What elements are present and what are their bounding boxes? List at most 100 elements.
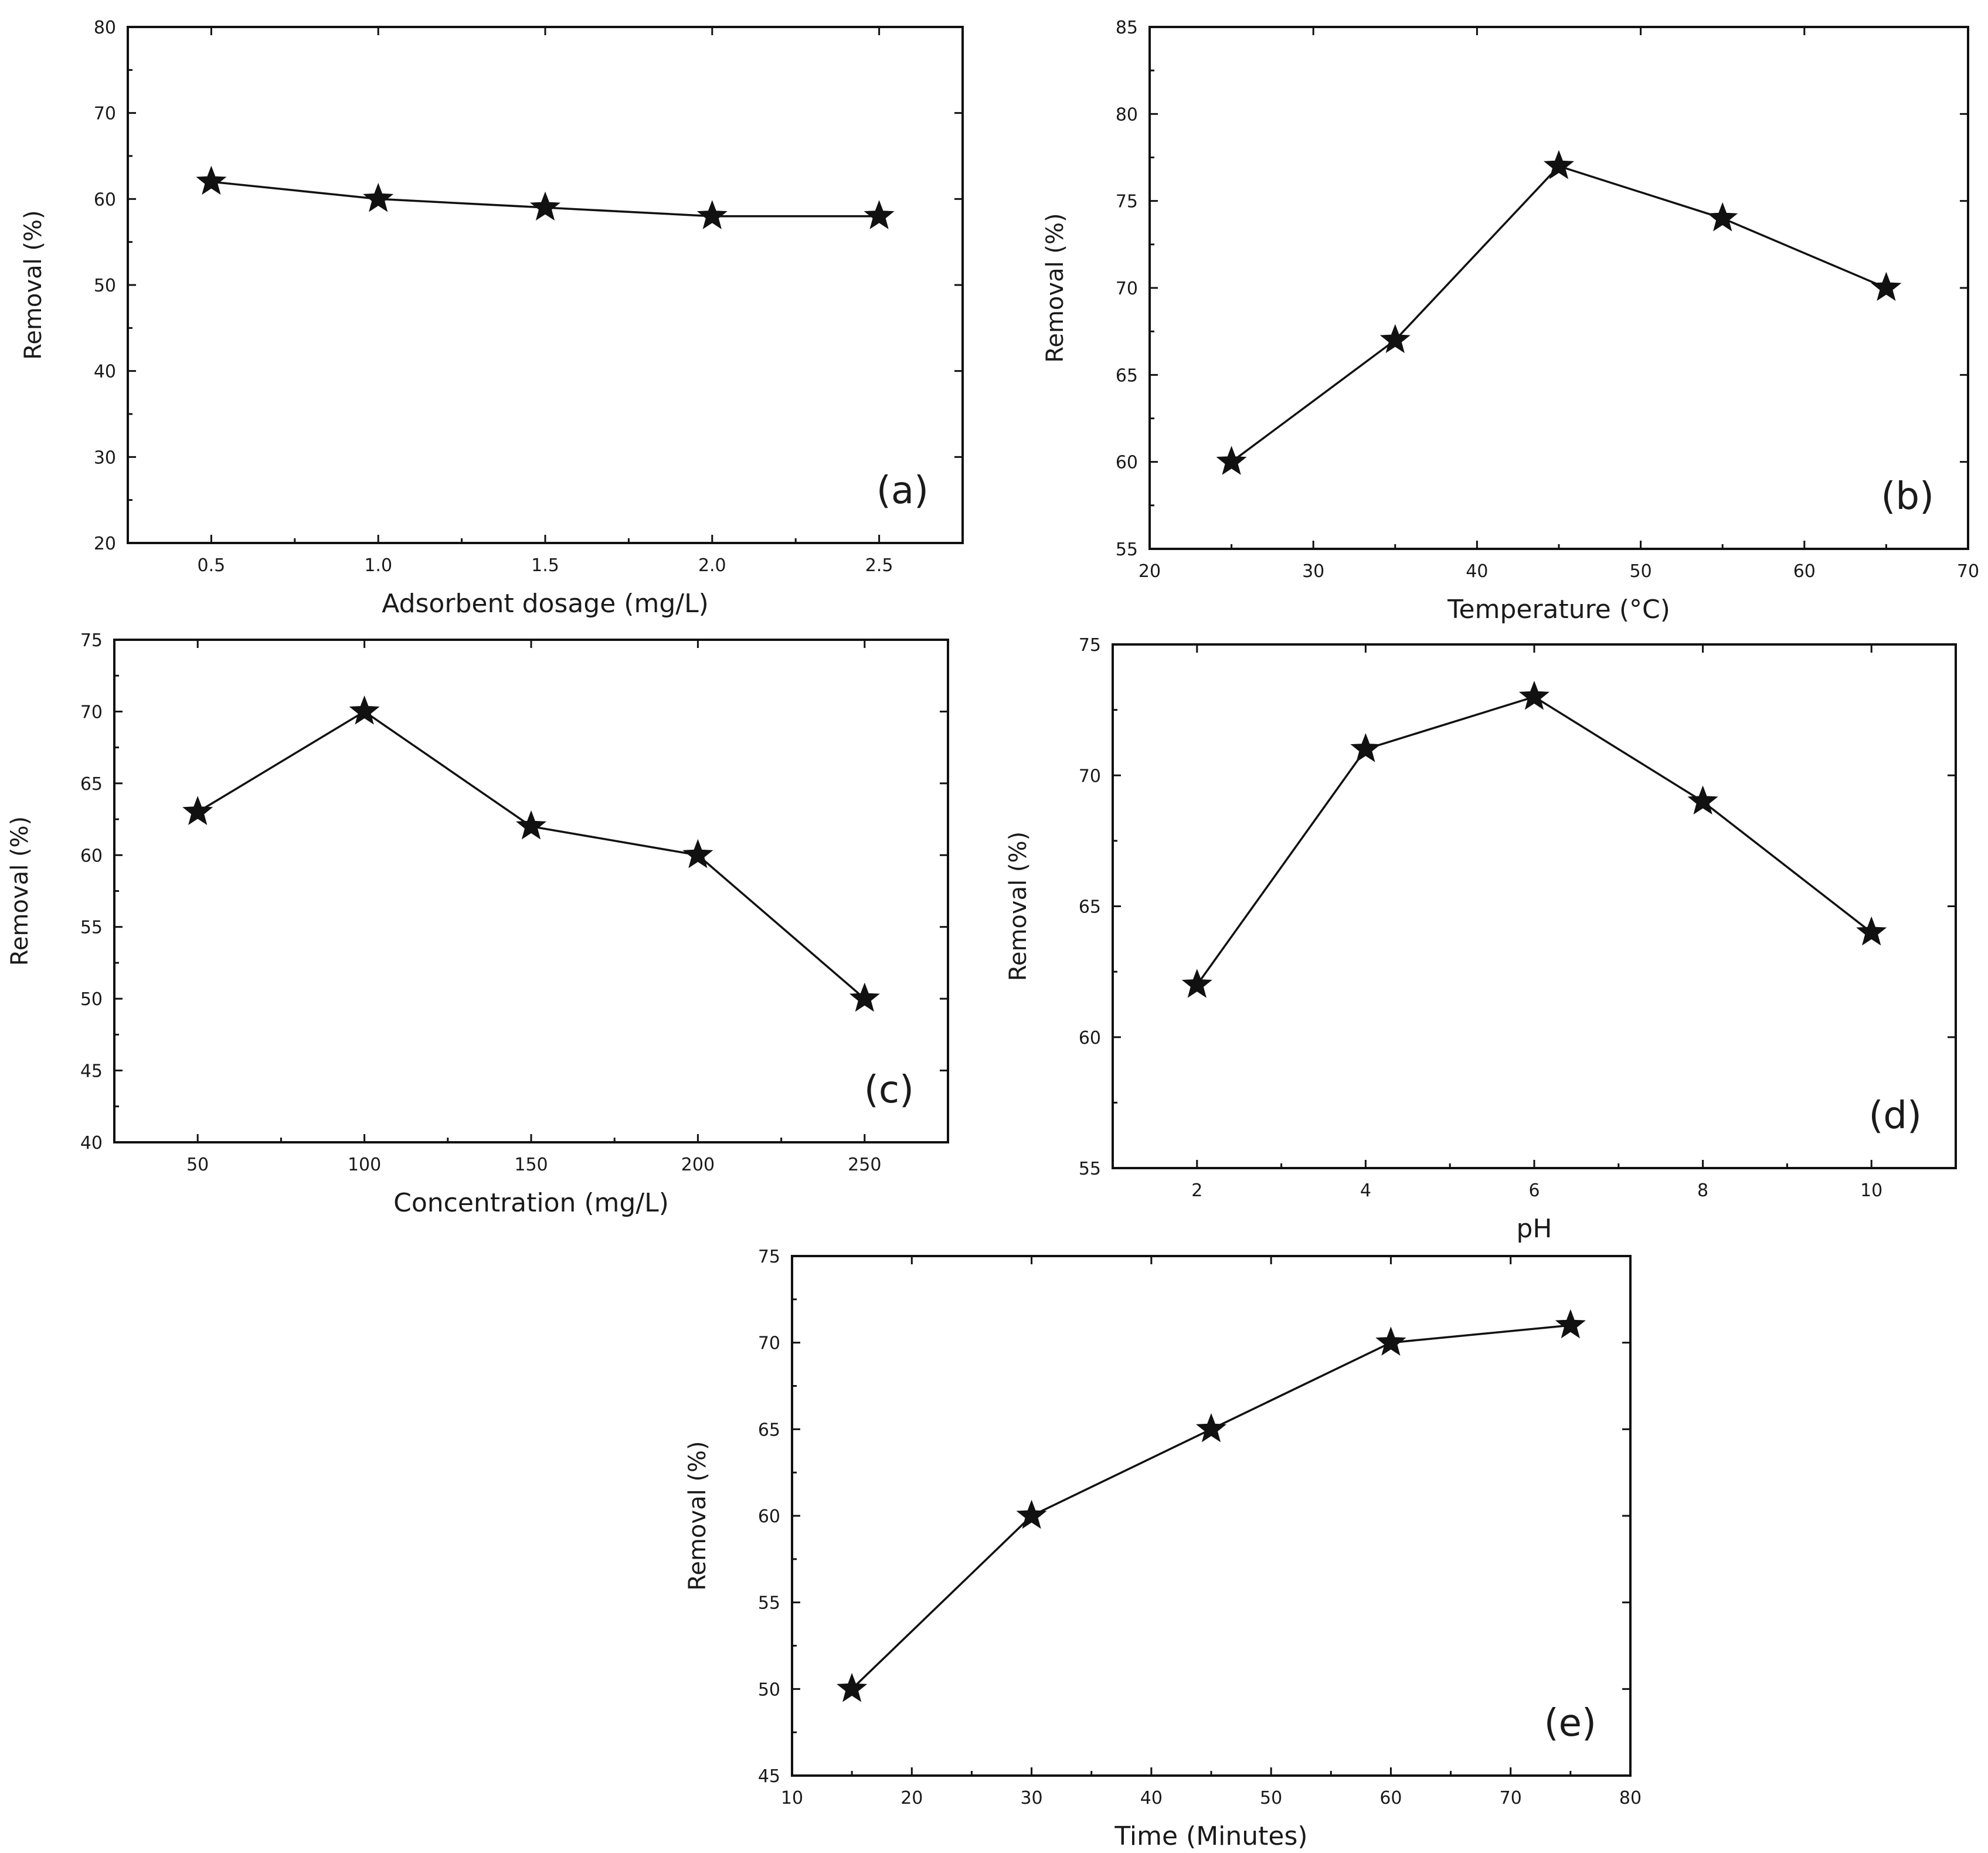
data-point-star [1543, 150, 1575, 179]
x-tick-label: 100 [348, 1155, 381, 1175]
y-tick-label: 60 [1079, 1028, 1101, 1048]
y-tick-label: 60 [94, 189, 116, 210]
plot-frame [1112, 643, 1957, 1169]
data-point-star [1195, 1413, 1227, 1443]
x-tick-label: 60 [1793, 561, 1816, 582]
y-tick-label: 65 [80, 774, 103, 795]
x-axis-title: Temperature (°C) [1447, 595, 1670, 625]
data-point-star [696, 200, 728, 229]
plot-frame [127, 26, 964, 544]
data-point-star [1518, 680, 1550, 710]
panel-label: (a) [876, 469, 929, 513]
x-tick-label: 30 [1020, 1788, 1042, 1808]
data-point-star [682, 839, 713, 868]
data-point-star [182, 796, 213, 826]
y-tick-label: 65 [1116, 365, 1138, 386]
y-axis-title: Removal (%) [1042, 213, 1069, 362]
panel-label: (e) [1544, 1702, 1596, 1745]
data-point-star [349, 695, 380, 725]
x-tick-label: 60 [1379, 1788, 1402, 1808]
x-tick-label: 1.0 [364, 555, 392, 576]
data-point-star [196, 165, 227, 195]
x-tick-label: 40 [1466, 561, 1488, 582]
y-axis-title: Removal (%) [1005, 832, 1032, 981]
x-tick-label: 80 [1619, 1788, 1642, 1808]
y-tick-label: 70 [80, 702, 103, 722]
y-tick-label: 50 [94, 276, 116, 296]
data-point-star [1350, 733, 1381, 762]
x-tick-label: 2 [1191, 1180, 1202, 1201]
x-tick-label: 50 [186, 1155, 209, 1175]
data-point-star [1375, 1326, 1406, 1356]
data-point-star [363, 182, 394, 212]
data-point-star [1181, 969, 1212, 998]
y-tick-label: 45 [758, 1766, 780, 1787]
series-line [1196, 695, 1873, 986]
y-tick-label: 75 [1079, 635, 1101, 656]
data-point-star [1016, 1499, 1047, 1529]
y-tick-label: 40 [94, 362, 116, 382]
chart-panel-b: 20 30 40 50 60 70 55 60 65 70 75 80 85 Temperature (°… [1042, 18, 1979, 625]
data-point-star [837, 1672, 868, 1702]
plot-frame [113, 639, 949, 1143]
y-tick-label: 30 [94, 447, 116, 468]
y-tick-label: 60 [758, 1506, 780, 1527]
x-tick-label: 2.0 [698, 555, 726, 576]
x-tick-label: 4 [1360, 1180, 1371, 1201]
plot-frame [1148, 26, 1969, 550]
panel-label: (d) [1868, 1094, 1922, 1138]
y-tick-label: 70 [1079, 766, 1101, 786]
chart-panel-c: 50 100 150 200 250 40 45 50 55 60 65 70 75 Concentrat… [6, 630, 949, 1218]
x-tick-label: 1.5 [531, 555, 559, 576]
series-line [851, 1324, 1571, 1690]
x-axis-title: Time (Minutes) [1114, 1821, 1307, 1851]
x-tick-label: 150 [514, 1155, 548, 1175]
plot-frame [791, 1255, 1632, 1777]
y-axis-title: Removal (%) [20, 210, 47, 359]
x-tick-label: 200 [681, 1155, 715, 1175]
panel-label: (b) [1881, 475, 1934, 518]
y-axis-title: Removal (%) [684, 1441, 711, 1590]
y-tick-label: 75 [1116, 192, 1138, 212]
data-point-star [1856, 916, 1887, 946]
chart-panel-e: 10 20 30 40 50 60 70 80 45 50 55 60 65 70 75 Time (Minu… [684, 1247, 1642, 1851]
y-tick-label: 55 [1079, 1159, 1101, 1179]
y-tick-label: 55 [1116, 539, 1138, 560]
y-tick-label: 55 [80, 918, 103, 938]
y-tick-label: 80 [94, 18, 116, 38]
x-tick-label: 70 [1500, 1788, 1522, 1808]
chart-panel-d: 2 4 6 8 10 55 60 65 70 75 pH Removal (%) (d) [1005, 635, 1957, 1244]
x-axis-title: Concentration (mg/L) [393, 1188, 669, 1218]
x-tick-label: 20 [1139, 561, 1161, 582]
series-line [1231, 165, 1887, 463]
chart-panel-a: 0.5 1.0 1.5 2.0 2.5 20 30 40 50 60 70 80 Adsorbent d… [20, 18, 964, 619]
panel-label: (c) [864, 1068, 914, 1112]
y-tick-label: 40 [80, 1133, 103, 1153]
data-point-star [1555, 1309, 1586, 1339]
data-point-star [1707, 202, 1738, 232]
y-tick-label: 75 [80, 630, 103, 651]
y-tick-label: 50 [758, 1679, 780, 1700]
x-tick-label: 250 [848, 1155, 881, 1175]
y-tick-label: 70 [1116, 279, 1138, 299]
y-tick-label: 75 [758, 1247, 780, 1267]
y-tick-label: 70 [758, 1333, 780, 1354]
x-tick-label: 0.5 [198, 555, 226, 576]
y-tick-label: 60 [1116, 453, 1138, 473]
x-tick-label: 10 [781, 1788, 803, 1808]
x-tick-label: 50 [1260, 1788, 1282, 1808]
data-point-star [1379, 324, 1411, 354]
data-point-star [864, 200, 895, 229]
x-axis-title: pH [1516, 1214, 1552, 1244]
x-tick-label: 2.5 [865, 555, 893, 576]
y-tick-label: 20 [94, 534, 116, 554]
data-point-star [1871, 271, 1902, 301]
x-tick-label: 50 [1630, 561, 1652, 582]
y-tick-label: 65 [1079, 897, 1101, 918]
data-point-star [515, 810, 547, 840]
y-tick-label: 50 [80, 989, 103, 1010]
y-axis-title: Removal (%) [6, 816, 33, 966]
x-tick-label: 70 [1957, 561, 1979, 582]
x-tick-label: 8 [1697, 1180, 1708, 1201]
